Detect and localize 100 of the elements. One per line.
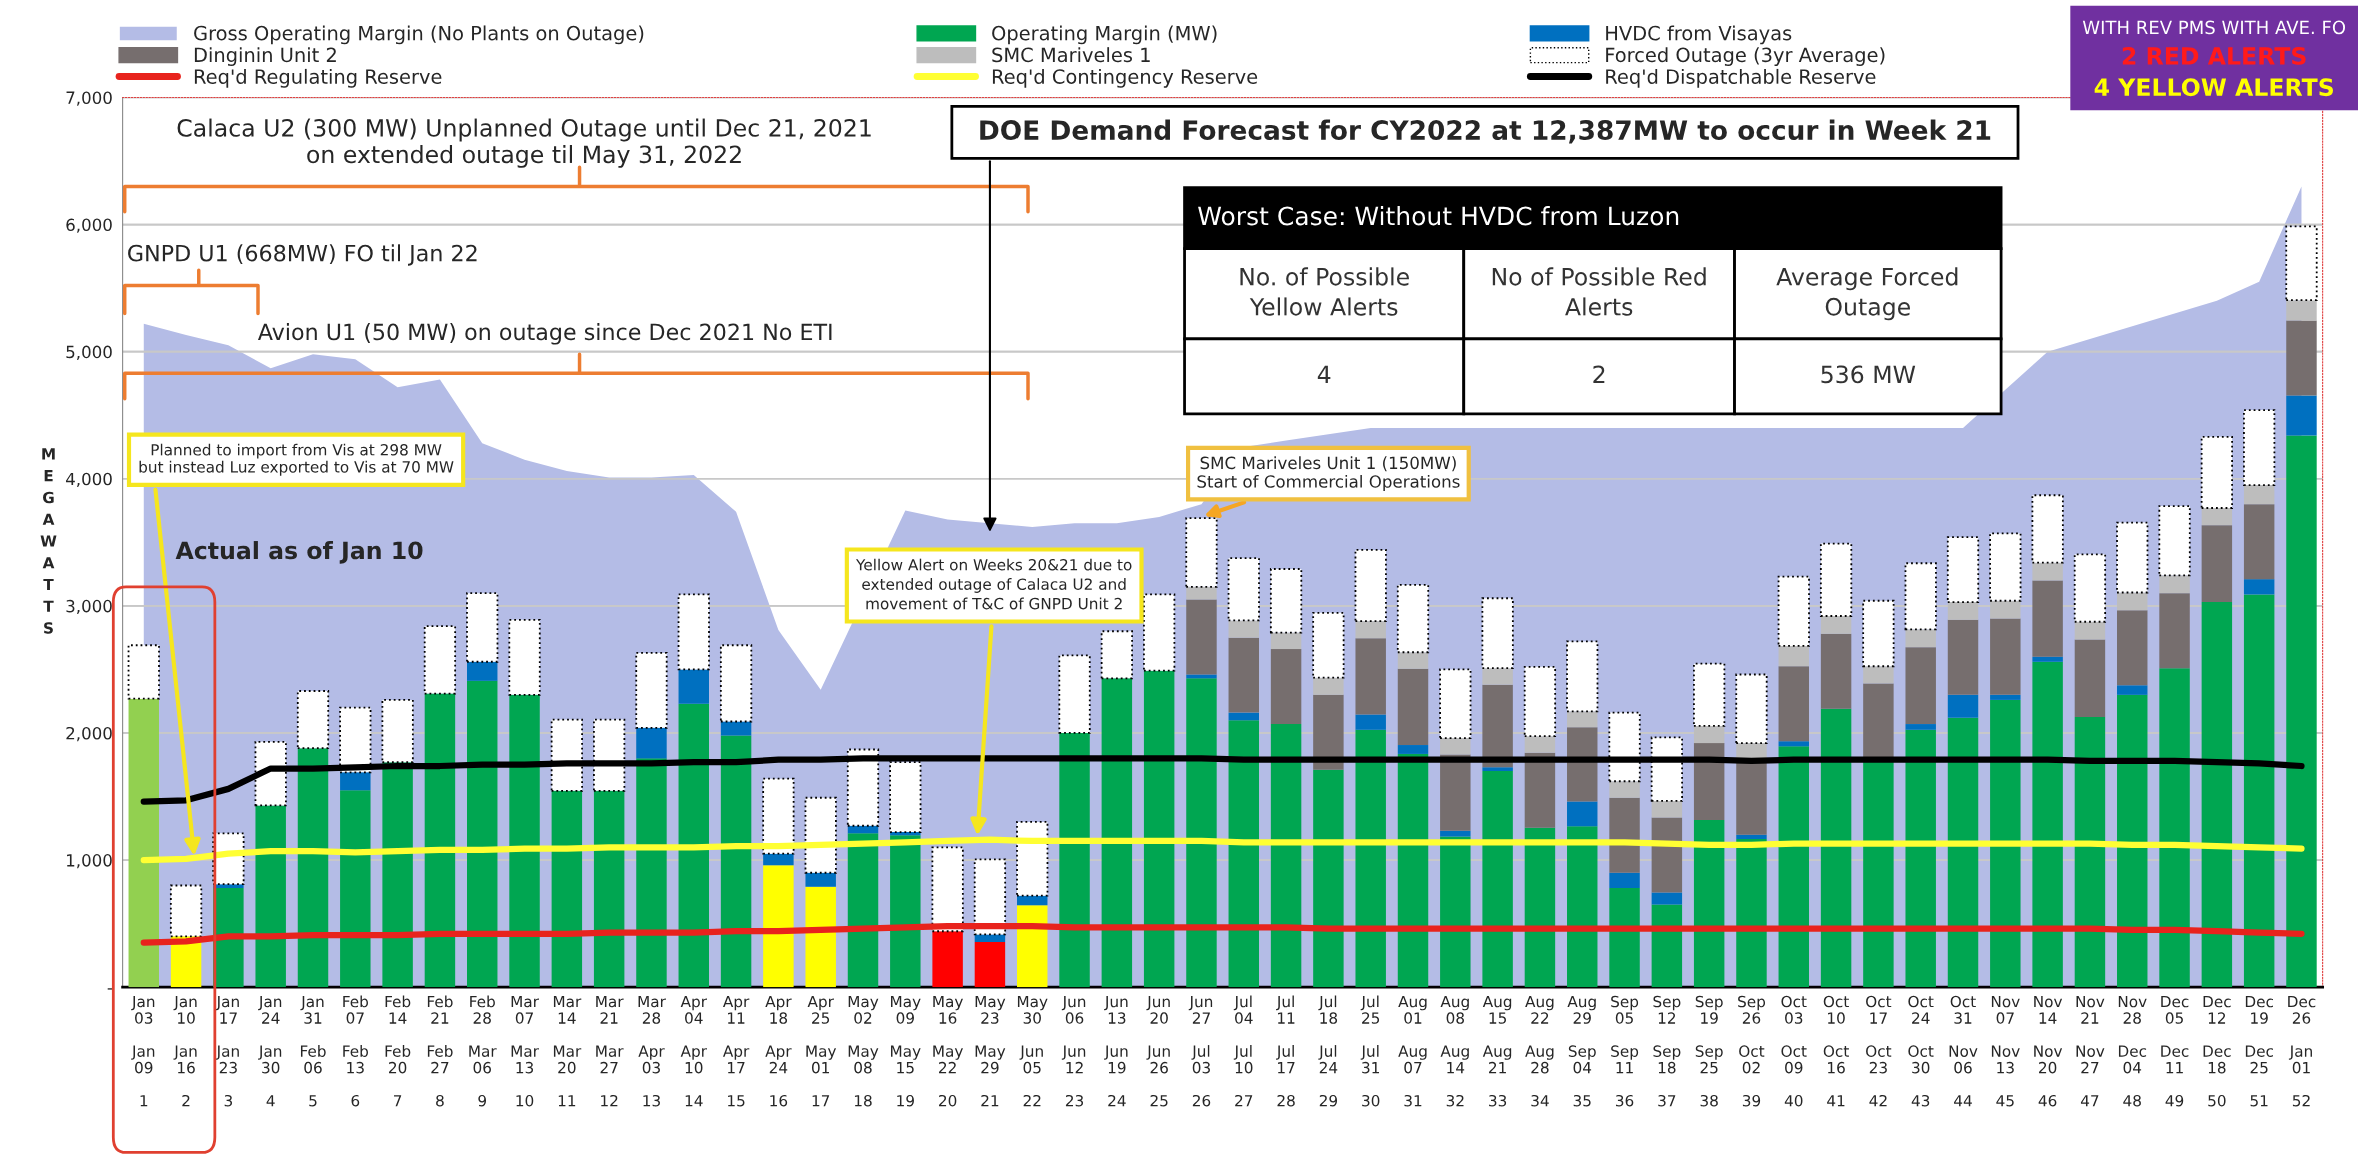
category-label: Aug 29 Sep 04 35 bbox=[1567, 995, 1596, 1107]
bar bbox=[1397, 652, 1429, 669]
category-label: Apr 18 Apr 24 16 bbox=[765, 995, 792, 1107]
bar bbox=[1227, 557, 1260, 622]
bar bbox=[1355, 729, 1386, 988]
category-label: Feb 07 Feb 13 6 bbox=[343, 995, 368, 1107]
bar bbox=[1524, 736, 1556, 753]
annotation: Avion U1 (50 MW) on outage since Dec 2021 No ETI bbox=[257, 323, 832, 345]
bar bbox=[678, 669, 709, 704]
bar bbox=[636, 727, 667, 759]
bar bbox=[1523, 665, 1557, 738]
category-label: Sep 05 Sep 11 36 bbox=[1611, 995, 1639, 1107]
category-label: Nov 14 Nov 20 46 bbox=[2034, 995, 2063, 1107]
bar bbox=[2032, 562, 2063, 581]
bar bbox=[1609, 781, 1640, 798]
y-tick-label: 2,000 bbox=[66, 726, 112, 742]
bar bbox=[1651, 817, 1683, 893]
bar bbox=[2286, 300, 2317, 321]
bar bbox=[2032, 661, 2063, 988]
category-label: Aug 15 Aug 21 33 bbox=[1482, 995, 1512, 1107]
category-label: Jan 03 Jan 09 1 bbox=[131, 995, 155, 1107]
bar bbox=[1228, 712, 1260, 721]
bar bbox=[719, 644, 753, 723]
y-tick-label: 3,000 bbox=[66, 599, 112, 615]
bar bbox=[2243, 485, 2275, 505]
text: M E G A W A T T S bbox=[40, 448, 57, 634]
bar bbox=[1905, 724, 1936, 730]
bar bbox=[2286, 395, 2317, 436]
bar bbox=[1355, 621, 1386, 639]
bar bbox=[1440, 830, 1471, 837]
bar bbox=[1693, 743, 1725, 821]
bar bbox=[1990, 699, 2021, 988]
bar bbox=[1735, 673, 1768, 745]
bar bbox=[1609, 888, 1640, 988]
category-label: Jul 11 Jul 17 28 bbox=[1276, 995, 1295, 1107]
category-label: Dec 05 Dec 11 49 bbox=[2161, 995, 2189, 1107]
bar bbox=[1017, 905, 1048, 988]
bar bbox=[890, 835, 921, 988]
category-label: Jul 04 Jul 10 27 bbox=[1233, 995, 1253, 1107]
bar bbox=[2117, 685, 2148, 695]
bar bbox=[1313, 694, 1344, 770]
bar bbox=[1820, 616, 1852, 634]
category-label: Nov 28 Dec 04 48 bbox=[2118, 995, 2147, 1107]
category-label: Jan 10 Jan 16 2 bbox=[173, 995, 197, 1107]
category-label: Jan 24 Jan 30 4 bbox=[258, 995, 282, 1107]
category-label: Apr 04 Apr 10 14 bbox=[680, 995, 707, 1107]
bar bbox=[931, 846, 964, 933]
bar bbox=[169, 884, 203, 938]
bar bbox=[2158, 505, 2191, 577]
category-label: Dec 12 Dec 18 50 bbox=[2203, 995, 2231, 1107]
bar bbox=[1862, 599, 1895, 668]
bar bbox=[1186, 678, 1217, 988]
category-label: Dec 19 Dec 25 51 bbox=[2245, 995, 2273, 1107]
bar bbox=[636, 758, 667, 988]
bar bbox=[1186, 599, 1217, 675]
bar bbox=[1354, 549, 1387, 623]
bar bbox=[2201, 525, 2233, 603]
annotation: Calaca U2 (300 MW) Unplanned Outage until Dec 21, 2021 on extended outage til May 31, 2022 bbox=[177, 118, 871, 168]
bar bbox=[762, 777, 795, 855]
category-label: Feb 28 Mar 06 9 bbox=[469, 995, 497, 1107]
bar bbox=[1736, 834, 1767, 840]
bar bbox=[1016, 821, 1049, 897]
bar bbox=[1566, 640, 1599, 713]
bar bbox=[635, 651, 668, 729]
annotation: 2 bbox=[1593, 365, 1605, 383]
legend-label: SMC Mariveles 1 bbox=[992, 47, 1150, 63]
bar bbox=[1567, 727, 1598, 802]
y-tick-label: 5,000 bbox=[66, 345, 112, 360]
bar bbox=[382, 762, 413, 988]
bar bbox=[2032, 656, 2063, 662]
bar bbox=[1396, 583, 1430, 654]
bar bbox=[720, 735, 752, 988]
bar bbox=[1397, 668, 1429, 746]
bar bbox=[1059, 732, 1090, 988]
bar bbox=[1440, 738, 1471, 755]
bar bbox=[1482, 771, 1513, 988]
bar bbox=[1736, 839, 1767, 988]
category-label: Jul 25 Jul 31 30 bbox=[1360, 995, 1380, 1107]
bar bbox=[1778, 666, 1810, 742]
annotation: Planned to import from Vis at 298 MW but instead Luz exported to Vis at 70 MW bbox=[139, 443, 454, 476]
annotation: Actual as of Jan 10 bbox=[175, 541, 423, 564]
bar bbox=[804, 796, 837, 874]
bar bbox=[1143, 670, 1175, 988]
y-tick-label: 6,000 bbox=[66, 218, 112, 233]
bar bbox=[1947, 717, 1979, 988]
bar bbox=[1567, 826, 1598, 988]
category-label: Nov 21 Nov 27 47 bbox=[2076, 995, 2105, 1107]
bar bbox=[1439, 668, 1472, 739]
bar bbox=[1904, 562, 1937, 631]
bar bbox=[1100, 630, 1133, 680]
bar bbox=[1101, 678, 1133, 988]
category-label: Jun 13 Jun 19 24 bbox=[1104, 995, 1128, 1107]
bar bbox=[1567, 801, 1598, 827]
category-label: Jan 31 Feb 06 5 bbox=[300, 995, 326, 1107]
bar bbox=[1440, 836, 1471, 988]
y-tick-label: 1,000 bbox=[67, 854, 112, 869]
category-label: Apr 11 Apr 17 15 bbox=[722, 995, 750, 1107]
y-tick-label: - bbox=[107, 988, 113, 990]
bar bbox=[1186, 586, 1217, 600]
bar bbox=[255, 805, 286, 988]
